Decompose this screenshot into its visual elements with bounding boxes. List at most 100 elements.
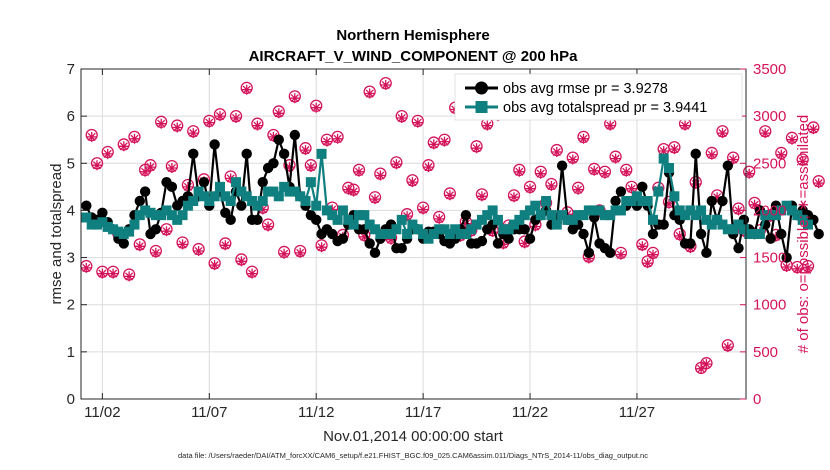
obs-assimilated-point xyxy=(327,204,338,215)
totalspread-point xyxy=(273,191,284,202)
totalspread-point xyxy=(792,210,803,221)
rmse-point xyxy=(706,195,717,207)
obs-assimilated-point xyxy=(134,241,145,252)
obs-assimilated-point xyxy=(648,249,658,260)
totalspread-point xyxy=(231,177,242,188)
obs-assimilated-point xyxy=(257,204,268,215)
totalspread-point xyxy=(728,224,739,235)
totalspread-point xyxy=(637,196,648,206)
obs-assimilated-point xyxy=(370,194,380,205)
rmse-point xyxy=(81,200,92,211)
totalspread-point xyxy=(182,200,193,211)
totalspread-point xyxy=(647,214,658,225)
totalspread-point xyxy=(252,200,263,211)
y-right-tick-label: 1500 xyxy=(753,250,786,267)
rmse-point xyxy=(578,228,589,240)
rmse-point xyxy=(813,228,824,240)
obs-assimilated-point xyxy=(658,146,669,156)
obs-assimilated-point xyxy=(525,183,535,194)
obs-assimilated-point xyxy=(343,184,354,195)
obs-assimilated-point xyxy=(460,218,471,229)
totalspread-point xyxy=(610,205,621,216)
obs-assimilated-point xyxy=(247,268,258,279)
obs-assimilated-point xyxy=(637,241,648,252)
totalspread-point xyxy=(551,219,562,230)
totalspread-point xyxy=(712,214,723,225)
rmse-point xyxy=(460,209,472,221)
rmse-point xyxy=(503,233,514,244)
totalspread-point xyxy=(781,200,792,211)
obs-assimilated-point xyxy=(279,248,290,259)
totalspread-point xyxy=(214,181,225,192)
totalspread-point xyxy=(621,196,632,206)
obs-assimilated-point xyxy=(97,268,108,279)
totalspread-point xyxy=(701,214,712,225)
rmse-point xyxy=(311,214,322,226)
obs-assimilated-point xyxy=(605,120,616,131)
obs-assimilated-point xyxy=(220,240,231,251)
obs-assimilated-point xyxy=(209,260,220,271)
obs-assimilated-point xyxy=(354,166,364,177)
rmse-point xyxy=(733,242,744,254)
obs-assimilated-point xyxy=(546,180,557,191)
totalspread-point xyxy=(102,221,113,232)
rmse-point xyxy=(695,228,707,240)
obs-assimilated-point xyxy=(359,231,370,242)
obs-assimilated-point xyxy=(380,80,391,90)
legend: obs avg rmse pr = 3.9278 obs avg totalsp… xyxy=(454,73,743,121)
totalspread-point xyxy=(241,191,252,202)
totalspread-point xyxy=(567,214,578,225)
rmse-point xyxy=(717,195,728,207)
obs-assimilated-point xyxy=(610,153,621,164)
totalspread-point xyxy=(738,224,749,235)
obs-assimilated-point xyxy=(706,149,717,160)
legend-rmse-marker xyxy=(475,81,488,95)
totalspread-point xyxy=(321,205,332,216)
totalspread-point xyxy=(359,210,370,221)
obs-assimilated-point xyxy=(621,166,632,177)
obs-assimilated-point xyxy=(615,249,626,260)
totalspread-point xyxy=(578,210,589,221)
y-right-tick-label: 3000 xyxy=(753,108,786,125)
obs-assimilated-point xyxy=(664,198,674,209)
totalspread-point xyxy=(380,229,391,239)
totalspread-point xyxy=(605,210,616,221)
totalspread-point xyxy=(209,191,220,202)
totalspread-point xyxy=(300,196,311,206)
obs-assimilated-point xyxy=(749,199,760,210)
rmse-point xyxy=(476,235,488,247)
rmse-point xyxy=(765,233,776,244)
totalspread-point xyxy=(476,214,487,225)
rmse-point xyxy=(273,134,284,145)
y-right-tick-label: 2500 xyxy=(753,155,786,172)
obs-assimilated-point xyxy=(514,166,525,177)
totalspread-point xyxy=(589,205,600,216)
rmse-point xyxy=(236,200,247,211)
totalspread-point xyxy=(498,224,509,235)
obs-assimilated-point xyxy=(311,102,322,113)
obs-assimilated-point xyxy=(599,168,610,179)
y-left-tick-label: 6 xyxy=(67,108,75,125)
obs-assimilated-point xyxy=(701,359,712,370)
obs-assimilated-point xyxy=(332,133,343,144)
obs-assimilated-point xyxy=(124,271,135,282)
totalspread-point xyxy=(407,219,418,230)
totalspread-point xyxy=(316,148,327,159)
rmse-point xyxy=(134,195,146,207)
obs-assimilated-point xyxy=(535,168,546,179)
totalspread-point xyxy=(337,205,348,216)
obs-assimilated-point xyxy=(551,147,562,157)
obs-assimilated-point xyxy=(188,128,199,139)
totalspread-point xyxy=(562,214,573,225)
totalspread-point xyxy=(311,200,322,211)
totalspread-point xyxy=(744,229,755,239)
obs-assimilated-point xyxy=(150,247,161,258)
rmse-point xyxy=(209,139,220,150)
totalspread-point xyxy=(525,205,536,216)
totalspread-point xyxy=(786,205,797,216)
totalspread-point xyxy=(428,229,439,239)
totalspread-point xyxy=(124,226,135,237)
obs-assimilated-point xyxy=(129,133,140,144)
obs-assimilated-point xyxy=(321,136,332,147)
axis-ticks: 11/02 11/07 11/12 11/17 11/22 11/27 0 1 2 3 4 5 6 7 0 5… xyxy=(67,61,787,421)
